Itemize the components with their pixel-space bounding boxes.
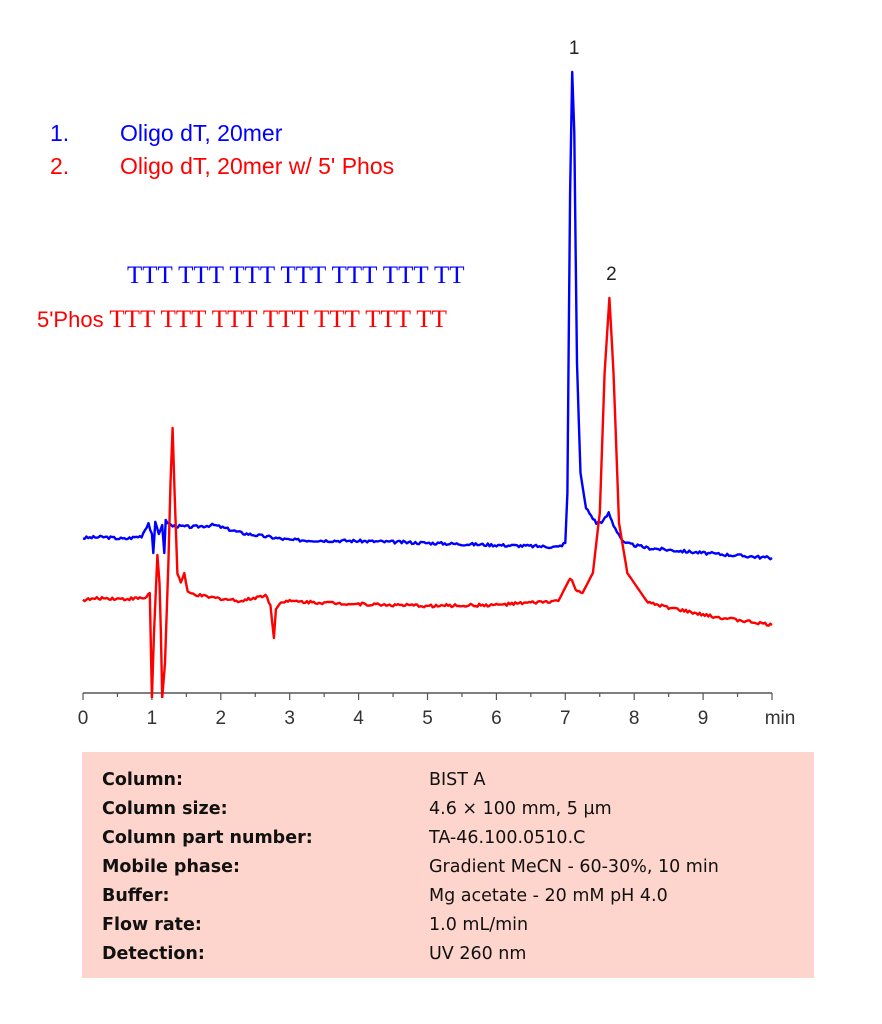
- x-tick-label: 6: [491, 708, 502, 729]
- x-tick-label: 5: [422, 708, 433, 729]
- condition-key: Column:: [102, 770, 184, 790]
- conditions-panel: Column: BIST A Column size: 4.6 × 100 mm, 5…: [82, 752, 814, 978]
- legend-item-2: 2. Oligo dT, 20mer w/ 5' Phos: [50, 153, 394, 180]
- condition-key: Column part number:: [102, 828, 313, 848]
- condition-key: Column size:: [102, 799, 228, 819]
- condition-value: TA-46.100.0510.C: [429, 828, 586, 848]
- sequence-1: TTT TTT TTT TTT TTT TTT TT: [127, 262, 465, 290]
- series-line-2: [82, 296, 773, 698]
- condition-key: Detection:: [102, 944, 205, 964]
- condition-value: BIST A: [429, 770, 486, 790]
- sequence-text: TTT TTT TTT TTT TTT TTT TT: [109, 306, 447, 333]
- legend-number: 1.: [50, 120, 70, 146]
- sequence-text: TTT TTT TTT TTT TTT TTT TT: [127, 262, 465, 289]
- x-tick-label: 1: [147, 708, 158, 729]
- x-tick-label: 2: [216, 708, 227, 729]
- legend-item-1: 1. Oligo dT, 20mer: [50, 120, 282, 147]
- condition-key: Buffer:: [102, 886, 170, 906]
- condition-value: 4.6 × 100 mm, 5 µm: [429, 799, 612, 819]
- condition-value: Mg acetate - 20 mM pH 4.0: [429, 886, 668, 906]
- condition-key: Mobile phase:: [102, 857, 241, 877]
- x-tick-label: 7: [560, 708, 571, 729]
- sequence-prefix: 5'Phos: [37, 307, 104, 332]
- series-line-1: [82, 70, 773, 561]
- x-axis-label: min: [765, 708, 796, 729]
- chromatogram: 0 1 2 3 4 5 6 7 8 9 min 1 2: [78, 38, 796, 729]
- condition-value: Gradient MeCN - 60-30%, 10 min: [429, 857, 719, 877]
- x-tick-label: 3: [284, 708, 295, 729]
- legend-label: Oligo dT, 20mer w/ 5' Phos: [120, 153, 395, 179]
- peak-label: 1: [569, 38, 580, 59]
- peak-label: 2: [606, 264, 617, 285]
- x-tick-label: 4: [353, 708, 364, 729]
- sequence-2: 5'Phos TTT TTT TTT TTT TTT TTT TT: [37, 306, 447, 334]
- x-tick-label: 0: [78, 708, 89, 729]
- condition-key: Flow rate:: [102, 915, 202, 935]
- x-tick-label: 8: [629, 708, 640, 729]
- legend-label: Oligo dT, 20mer: [120, 120, 283, 146]
- x-tick-label: 9: [698, 708, 709, 729]
- legend-number: 2.: [50, 153, 70, 179]
- condition-value: UV 260 nm: [429, 944, 527, 964]
- condition-value: 1.0 mL/min: [429, 915, 529, 935]
